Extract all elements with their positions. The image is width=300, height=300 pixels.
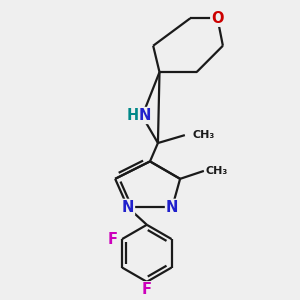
Text: H: H [126, 108, 139, 123]
Text: N: N [122, 200, 134, 215]
Text: F: F [142, 282, 152, 297]
Text: CH₃: CH₃ [193, 130, 215, 140]
Text: F: F [108, 232, 118, 247]
Text: CH₃: CH₃ [206, 166, 228, 176]
Text: N: N [166, 200, 178, 215]
Text: N: N [139, 108, 152, 123]
Text: O: O [211, 11, 224, 26]
